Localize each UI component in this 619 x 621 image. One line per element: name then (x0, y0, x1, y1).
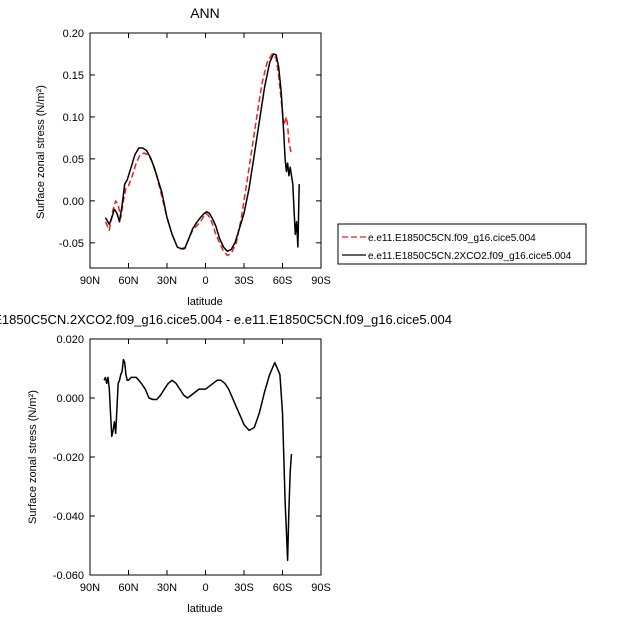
y-tick-label: 0.15 (63, 70, 84, 82)
y-tick-label: -0.020 (53, 452, 84, 464)
x-tick-label: 90N (80, 275, 100, 287)
x-tick-label: 90N (80, 582, 100, 594)
x-tick-label: 30S (234, 275, 254, 287)
x-tick-label: 0 (202, 582, 208, 594)
y-tick-label: 0.20 (63, 28, 84, 40)
x-tick-label: 90S (311, 582, 331, 594)
series-line-0-1 (104, 53, 300, 252)
bottom-plot-frame (89, 338, 322, 576)
x-tick-label: 30N (157, 275, 177, 287)
series-line-0-0 (104, 53, 293, 257)
top-panel: ANN Surface zonal stress (N/m²) latitude… (35, 5, 331, 308)
legend-box (337, 223, 587, 265)
bottom-y-axis-label-text: Surface zonal stress (N/m²) (27, 390, 39, 524)
bottom-y-axis-label: Surface zonal stress (N/m²) (27, 390, 39, 524)
x-tick-label: 60N (118, 582, 138, 594)
y-tick-label: 0.10 (63, 112, 84, 124)
top-chart-title: ANN (190, 5, 220, 21)
y-tick-label: -0.05 (59, 238, 84, 250)
x-tick-label: 60S (273, 275, 293, 287)
legend-label-control: e.e11.E1850C5CN.f09_g16.cice5.004 (368, 233, 536, 244)
x-tick-label: 60N (118, 275, 138, 287)
y-tick-label: -0.060 (53, 570, 84, 582)
x-tick-label: 0 (202, 275, 208, 287)
y-tick-label: 0.000 (56, 393, 84, 405)
y-tick-label: -0.040 (53, 511, 84, 523)
x-tick-label: 60S (273, 582, 293, 594)
top-plot-frame (89, 32, 322, 269)
x-tick-label: 30N (157, 582, 177, 594)
y-tick-label: 0.00 (63, 196, 84, 208)
y-tick-label: 0.020 (56, 334, 84, 346)
legend: e.e11.E1850C5CN.f09_g16.cice5.004 e.e11.… (337, 223, 587, 265)
series-line-1-0 (103, 358, 293, 562)
x-tick-label: 90S (311, 275, 331, 287)
legend-label-2xco2: e.e11.E1850C5CN.2XCO2.f09_g16.cice5.004 (368, 251, 572, 262)
top-x-axis-label: latitude (187, 296, 222, 308)
top-y-axis-label: Surface zonal stress (N/m²) (35, 85, 47, 219)
x-tick-label: 30S (234, 582, 254, 594)
bottom-panel: e.e11.E1850C5CN.2XCO2.f09_g16.cice5.004 … (0, 312, 452, 615)
bottom-x-axis-label: latitude (187, 603, 222, 615)
bottom-chart-title: e.e11.E1850C5CN.2XCO2.f09_g16.cice5.004 … (0, 312, 452, 327)
top-y-axis-label-text: Surface zonal stress (N/m²) (35, 85, 47, 219)
y-tick-label: 0.05 (63, 154, 84, 166)
